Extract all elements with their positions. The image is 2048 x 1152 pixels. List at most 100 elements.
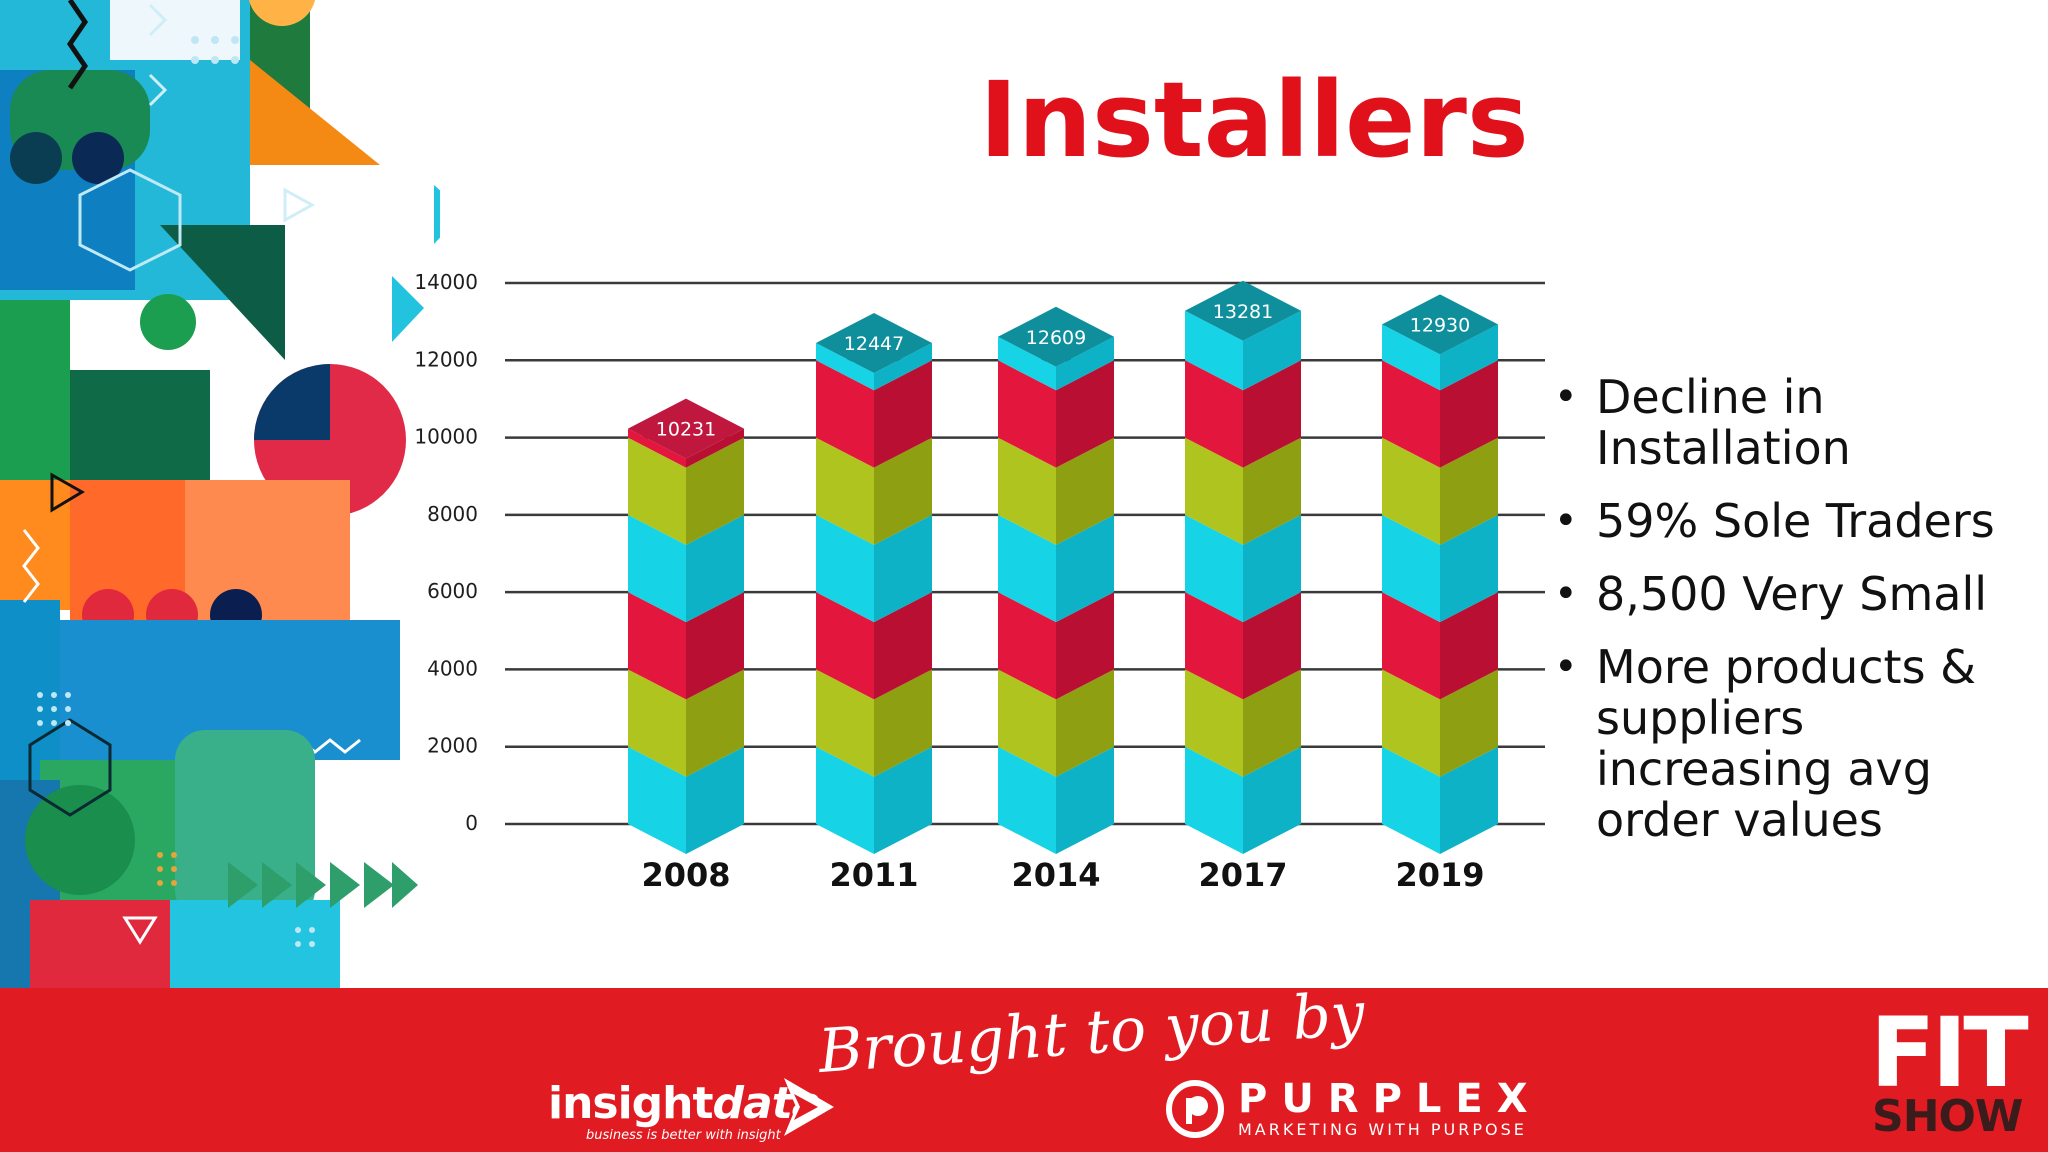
bar-segment xyxy=(686,437,744,545)
bar-segment xyxy=(998,669,1056,777)
bar-segment xyxy=(1056,360,1114,468)
bar-top xyxy=(628,398,744,459)
insightdata-arrow-icon xyxy=(784,1078,834,1136)
bar-segment xyxy=(874,437,932,545)
bar-segment xyxy=(998,592,1056,700)
bar-segment xyxy=(874,592,932,700)
bar-segment xyxy=(1382,746,1440,854)
bar-segment xyxy=(874,746,932,854)
y-tick-label: 12000 xyxy=(414,347,478,371)
bar-segment xyxy=(1056,437,1114,545)
bar-segment xyxy=(1440,437,1498,545)
installers-chart: 0 2000 4000 6000 8000 10000 12000 14000 10231 12… xyxy=(414,270,1545,894)
bar-segment xyxy=(1243,310,1301,391)
bar-segment xyxy=(686,592,744,700)
bar xyxy=(816,313,932,854)
bar-segment xyxy=(628,428,686,468)
bar-segment xyxy=(1185,592,1243,700)
bar-segment xyxy=(1440,669,1498,777)
fit-show-logo: FIT 2019 SHOW xyxy=(1870,997,2030,1146)
bar-segment xyxy=(686,746,744,854)
insightdata-tagline: business is better with insight xyxy=(586,1128,781,1143)
bar-segment xyxy=(874,514,932,623)
bar xyxy=(628,398,744,854)
insightdata-logo: insightdata business is better with insi… xyxy=(548,1078,834,1143)
bar-segment xyxy=(1185,514,1243,623)
y-tick-label: 10000 xyxy=(414,425,478,449)
bar-segment xyxy=(1440,324,1498,391)
bar-segment xyxy=(1185,669,1243,777)
y-tick-label: 8000 xyxy=(427,502,478,526)
bar-segment xyxy=(816,514,874,623)
y-tick-label: 2000 xyxy=(427,734,478,758)
bar-segment xyxy=(1243,437,1301,545)
bullet-item: 8,500 Very Small xyxy=(1548,569,2028,621)
bar-segment xyxy=(998,360,1056,468)
bar-segment xyxy=(1056,336,1114,391)
bullet-item: Decline in Installation xyxy=(1548,372,2028,474)
y-tick-label: 4000 xyxy=(427,656,478,680)
data-label: 12447 xyxy=(844,333,904,355)
bar-segment xyxy=(816,343,874,391)
x-tick-label: 2014 xyxy=(1011,856,1100,894)
bar-segment xyxy=(816,360,874,468)
bar-segment xyxy=(1440,592,1498,700)
bar-segment xyxy=(1056,592,1114,700)
bar-top xyxy=(816,313,932,374)
bar-segment xyxy=(1243,514,1301,623)
bar-segment xyxy=(998,437,1056,545)
bar-segment xyxy=(1440,746,1498,854)
bar-segment xyxy=(874,360,932,468)
bar-segment xyxy=(1243,746,1301,854)
y-tick-label: 6000 xyxy=(427,579,478,603)
bar-segment xyxy=(1243,360,1301,468)
bar-segment xyxy=(628,592,686,700)
bar xyxy=(998,306,1114,854)
slide-title: Installers xyxy=(979,59,1529,181)
bullet-list: Decline in Installation 59% Sole Traders… xyxy=(1548,372,2028,868)
show-wordmark: SHOW xyxy=(1872,1091,2023,1142)
bar xyxy=(1185,280,1301,854)
y-tick-label: 14000 xyxy=(414,270,478,294)
bar-segment xyxy=(1440,360,1498,468)
x-tick-label: 2011 xyxy=(829,856,918,894)
purplex-wordmark: PURPLEX xyxy=(1238,1076,1542,1122)
sponsor-footer xyxy=(0,988,2048,1152)
data-label: 12930 xyxy=(1410,314,1470,336)
bar-segment xyxy=(1382,669,1440,777)
x-tick-label: 2008 xyxy=(641,856,730,894)
bar-segment xyxy=(1382,514,1440,623)
bar-top xyxy=(998,306,1114,367)
bar-top xyxy=(1185,280,1301,341)
bar-segment xyxy=(1382,437,1440,545)
bar-segment xyxy=(816,437,874,545)
data-label: 13281 xyxy=(1213,301,1273,323)
bullet-item: More products & suppliers increasing avg… xyxy=(1548,642,2028,846)
fit-wordmark: FIT xyxy=(1870,997,2029,1109)
bar-segment xyxy=(1185,360,1243,468)
data-label: 10231 xyxy=(656,419,716,441)
bar-segment xyxy=(1185,310,1243,391)
bar-segment xyxy=(628,437,686,545)
bar-segment xyxy=(1382,324,1440,391)
purplex-tagline: MARKETING WITH PURPOSE xyxy=(1238,1120,1527,1139)
bar-segment xyxy=(1243,669,1301,777)
x-tick-label: 2017 xyxy=(1198,856,1287,894)
bar-segment xyxy=(874,669,932,777)
bar-top xyxy=(1382,294,1498,355)
x-tick-label: 2019 xyxy=(1395,856,1484,894)
bar-segment xyxy=(1243,592,1301,700)
bar-segment xyxy=(1382,360,1440,468)
bar-segment xyxy=(1056,746,1114,854)
bar-segment xyxy=(998,336,1056,391)
bar-segment xyxy=(1440,514,1498,623)
bar-segment xyxy=(998,514,1056,623)
bar-segment xyxy=(628,669,686,777)
bar-segment xyxy=(1185,746,1243,854)
purplex-emblem-icon xyxy=(1166,1080,1224,1138)
decorative-geometric-artwork xyxy=(0,0,440,988)
fit-year: 2019 xyxy=(1985,1024,2006,1075)
bar-segment xyxy=(1056,669,1114,777)
y-tick-label: 0 xyxy=(465,811,478,835)
bar xyxy=(1382,294,1498,854)
